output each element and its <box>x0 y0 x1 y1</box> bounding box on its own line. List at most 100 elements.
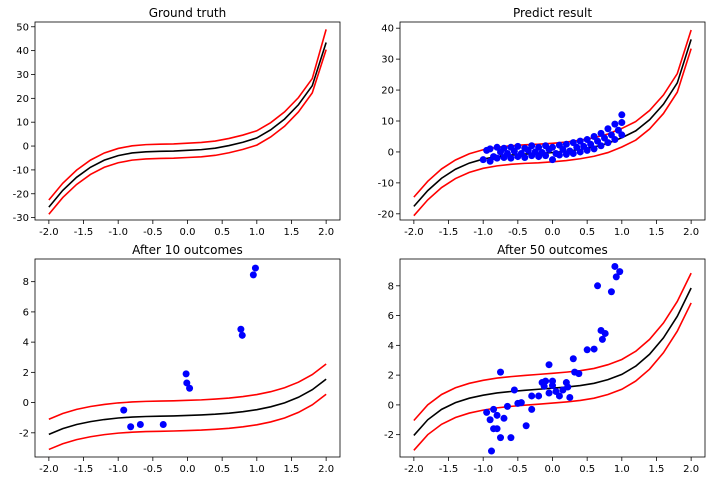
data-point <box>564 383 572 391</box>
x-tick-label: 1.0 <box>249 464 265 475</box>
y-tick-label: 0 <box>388 400 394 411</box>
plot-area <box>413 29 692 217</box>
y-tick-label: 20 <box>16 94 29 105</box>
x-tick-label: -1.0 <box>108 227 128 238</box>
data-point <box>528 405 536 413</box>
data-point <box>510 386 518 394</box>
x-tick-label: 1.0 <box>614 227 630 238</box>
data-point <box>590 345 598 353</box>
y-tick-label: 0 <box>23 398 29 409</box>
x-tick-label: 0.0 <box>180 464 196 475</box>
x-tick-label: -1.0 <box>473 464 493 475</box>
series-line-3 <box>413 302 692 451</box>
y-tick-label: 40 <box>381 24 394 35</box>
x-tick-label: 0.5 <box>579 227 595 238</box>
data-point <box>618 111 626 119</box>
x-tick-label: 1.0 <box>614 464 630 475</box>
y-tick-label: 0 <box>23 142 29 153</box>
data-point <box>127 423 135 431</box>
x-tick-label: 0.5 <box>579 464 595 475</box>
series-line-2 <box>413 272 692 422</box>
series-line-3 <box>48 393 327 451</box>
x-tick-label: 2.0 <box>683 464 699 475</box>
axes-frame <box>34 258 341 458</box>
x-tick-label: -2.0 <box>404 464 424 475</box>
data-point <box>566 393 574 401</box>
data-point <box>237 325 245 333</box>
y-tick-label: 30 <box>16 70 29 81</box>
data-point <box>545 361 553 369</box>
data-point <box>618 119 626 127</box>
x-tick-label: -2.0 <box>39 227 59 238</box>
data-point <box>497 368 505 376</box>
data-point <box>500 414 508 422</box>
data-point <box>555 392 563 400</box>
data-point <box>549 382 556 390</box>
series-line-2 <box>48 363 327 420</box>
data-point <box>590 145 598 153</box>
data-point <box>136 421 144 428</box>
data-point <box>569 355 577 363</box>
data-point <box>583 146 591 154</box>
y-tick-label: 2 <box>388 371 394 382</box>
series-line-1 <box>413 39 692 207</box>
y-tick-label: 0 <box>388 147 394 158</box>
data-point <box>569 149 577 157</box>
x-tick-label: 2.0 <box>318 464 334 475</box>
data-point <box>521 154 529 162</box>
y-tick-label: -2 <box>384 430 394 441</box>
x-tick-label: -0.5 <box>508 227 528 238</box>
series-line-1 <box>413 287 692 436</box>
y-tick-label: 10 <box>16 118 29 129</box>
data-point <box>607 288 615 296</box>
data-point <box>522 422 530 430</box>
data-point <box>503 402 511 410</box>
data-point <box>611 120 619 128</box>
x-tick-label: 1.5 <box>649 464 665 475</box>
data-point <box>542 377 550 385</box>
y-tick-label: 10 <box>381 117 394 128</box>
plot-area <box>413 262 692 455</box>
x-tick-label: -1.0 <box>108 464 128 475</box>
series-line-3 <box>48 49 327 215</box>
y-tick-label: 40 <box>16 46 29 57</box>
data-point <box>488 447 495 455</box>
data-point <box>159 421 167 428</box>
x-tick-label: -1.5 <box>74 227 94 238</box>
x-tick-label: 1.5 <box>284 227 300 238</box>
data-point <box>490 405 498 413</box>
y-tick-label: 6 <box>388 311 394 322</box>
data-point <box>517 399 525 407</box>
data-point <box>618 131 626 139</box>
data-point <box>493 425 501 433</box>
data-point <box>559 145 567 153</box>
data-point <box>604 139 612 147</box>
x-tick-label: 1.5 <box>649 227 665 238</box>
data-point <box>616 268 624 276</box>
data-point <box>604 125 612 133</box>
y-tick-label: -2 <box>19 428 29 439</box>
data-point <box>549 143 556 151</box>
x-tick-label: 0.5 <box>214 464 230 475</box>
data-point <box>238 331 246 339</box>
y-tick-label: -10 <box>378 178 394 189</box>
series-line-3 <box>413 48 692 217</box>
data-point <box>514 142 522 150</box>
data-point <box>542 152 550 160</box>
x-tick-label: -1.5 <box>439 227 459 238</box>
chart-title: Ground truth <box>149 6 227 20</box>
chart-title: Predict result <box>513 6 592 20</box>
y-tick-label: 8 <box>388 281 394 292</box>
y-tick-label: 4 <box>23 338 29 349</box>
data-point <box>598 335 606 343</box>
y-tick-label: 30 <box>381 55 394 66</box>
y-tick-label: 20 <box>381 86 394 97</box>
data-point <box>486 416 494 424</box>
x-tick-label: -0.5 <box>508 464 528 475</box>
data-point <box>500 144 508 152</box>
x-tick-label: -1.5 <box>439 464 459 475</box>
x-tick-label: -2.0 <box>39 464 59 475</box>
x-tick-label: -0.5 <box>143 464 163 475</box>
data-point <box>182 370 190 378</box>
